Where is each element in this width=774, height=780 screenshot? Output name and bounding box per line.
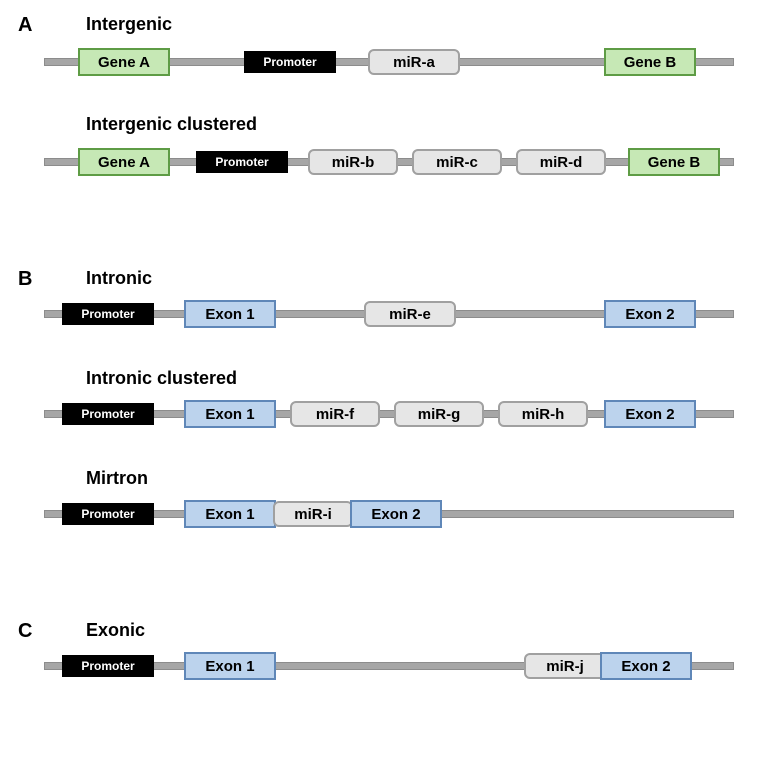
mir-e: miR-e	[364, 301, 456, 327]
promoter-b2: Promoter	[62, 403, 154, 425]
title-intergenic: Intergenic	[86, 14, 172, 35]
exon1-b2: Exon 1	[184, 400, 276, 428]
gene-a-1: Gene A	[78, 48, 170, 76]
promoter-a1: Promoter	[244, 51, 336, 73]
panel-letter-c: C	[18, 620, 32, 643]
mir-h: miR-h	[498, 401, 588, 427]
exon1-b3: Exon 1	[184, 500, 276, 528]
mir-j: miR-j	[524, 653, 606, 679]
title-mirtron: Mirtron	[86, 468, 148, 489]
title-intronic: Intronic	[86, 268, 152, 289]
promoter-b3: Promoter	[62, 503, 154, 525]
exon2-b2: Exon 2	[604, 400, 696, 428]
gene-b-1: Gene B	[604, 48, 696, 76]
mir-g: miR-g	[394, 401, 484, 427]
gene-a-2: Gene A	[78, 148, 170, 176]
title-intergenic-clustered: Intergenic clustered	[86, 114, 257, 135]
exon1-b1: Exon 1	[184, 300, 276, 328]
mir-a: miR-a	[368, 49, 460, 75]
mir-f: miR-f	[290, 401, 380, 427]
promoter-c1: Promoter	[62, 655, 154, 677]
mir-b: miR-b	[308, 149, 398, 175]
mir-i: miR-i	[273, 501, 353, 527]
exon2-c1: Exon 2	[600, 652, 692, 680]
mir-c: miR-c	[412, 149, 502, 175]
promoter-b1: Promoter	[62, 303, 154, 325]
panel-letter-b: B	[18, 268, 32, 291]
gene-b-2: Gene B	[628, 148, 720, 176]
exon2-b1: Exon 2	[604, 300, 696, 328]
title-intronic-clustered: Intronic clustered	[86, 368, 237, 389]
exon1-c1: Exon 1	[184, 652, 276, 680]
panel-letter-a: A	[18, 14, 32, 37]
promoter-a2: Promoter	[196, 151, 288, 173]
exon2-b3: Exon 2	[350, 500, 442, 528]
mir-d: miR-d	[516, 149, 606, 175]
title-exonic: Exonic	[86, 620, 145, 641]
